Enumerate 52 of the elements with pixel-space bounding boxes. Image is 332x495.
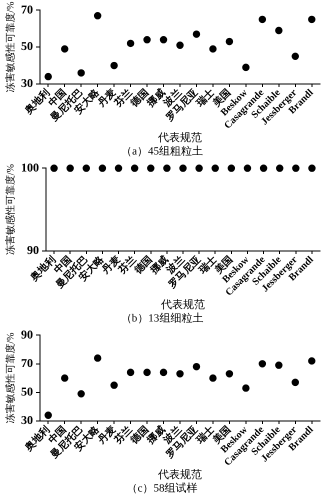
point (44, 412, 52, 419)
point (77, 390, 85, 398)
y-tick-label: 50 (21, 39, 33, 54)
point (44, 72, 52, 80)
point (226, 38, 234, 46)
point (176, 370, 184, 378)
point (242, 384, 250, 392)
y-axis-title: 冻害敏感性可靠度/% (4, 2, 17, 93)
x-axis-title: 代表规范 (157, 131, 202, 144)
y-tick-label: 70 (21, 356, 33, 370)
point (176, 42, 184, 49)
point (292, 52, 299, 60)
point (61, 45, 68, 53)
point (110, 62, 118, 70)
point (94, 12, 102, 20)
point (126, 368, 134, 376)
point (308, 357, 316, 365)
y-tick-label: 90 (27, 243, 39, 258)
y-axis-title: 冻害敏感性可靠度/% (4, 164, 17, 256)
point (192, 362, 200, 370)
point (160, 368, 168, 376)
point (275, 362, 283, 369)
point (226, 370, 234, 378)
point (258, 360, 266, 368)
point (126, 40, 134, 48)
point (61, 374, 68, 382)
y-tick-label: 30 (21, 76, 33, 90)
point (209, 374, 217, 382)
y-tick-label: 90 (21, 327, 33, 342)
text: （a）45组粗粒土 (121, 144, 203, 158)
point (143, 36, 151, 44)
point (160, 36, 168, 44)
point (110, 382, 118, 389)
y-tick-label: 50 (21, 384, 33, 398)
point (94, 354, 102, 362)
x-axis-title: 代表规范 (157, 468, 202, 482)
point (308, 16, 316, 24)
y-tick-label: 100 (21, 160, 39, 174)
text: （b）13组细粒土 (120, 311, 204, 324)
point (77, 69, 85, 77)
point (143, 368, 151, 376)
point (292, 378, 299, 386)
y-tick-label: 70 (21, 2, 33, 16)
y-axis-title: 冻害敏感性可靠度/% (4, 332, 17, 424)
point (192, 30, 200, 38)
y-tick-label: 30 (21, 413, 33, 428)
point (242, 64, 250, 72)
point (209, 45, 217, 53)
text: （c）58组试样 (126, 481, 198, 494)
x-axis-title: 代表规范 (160, 298, 205, 312)
point (275, 26, 283, 34)
point (258, 16, 266, 24)
